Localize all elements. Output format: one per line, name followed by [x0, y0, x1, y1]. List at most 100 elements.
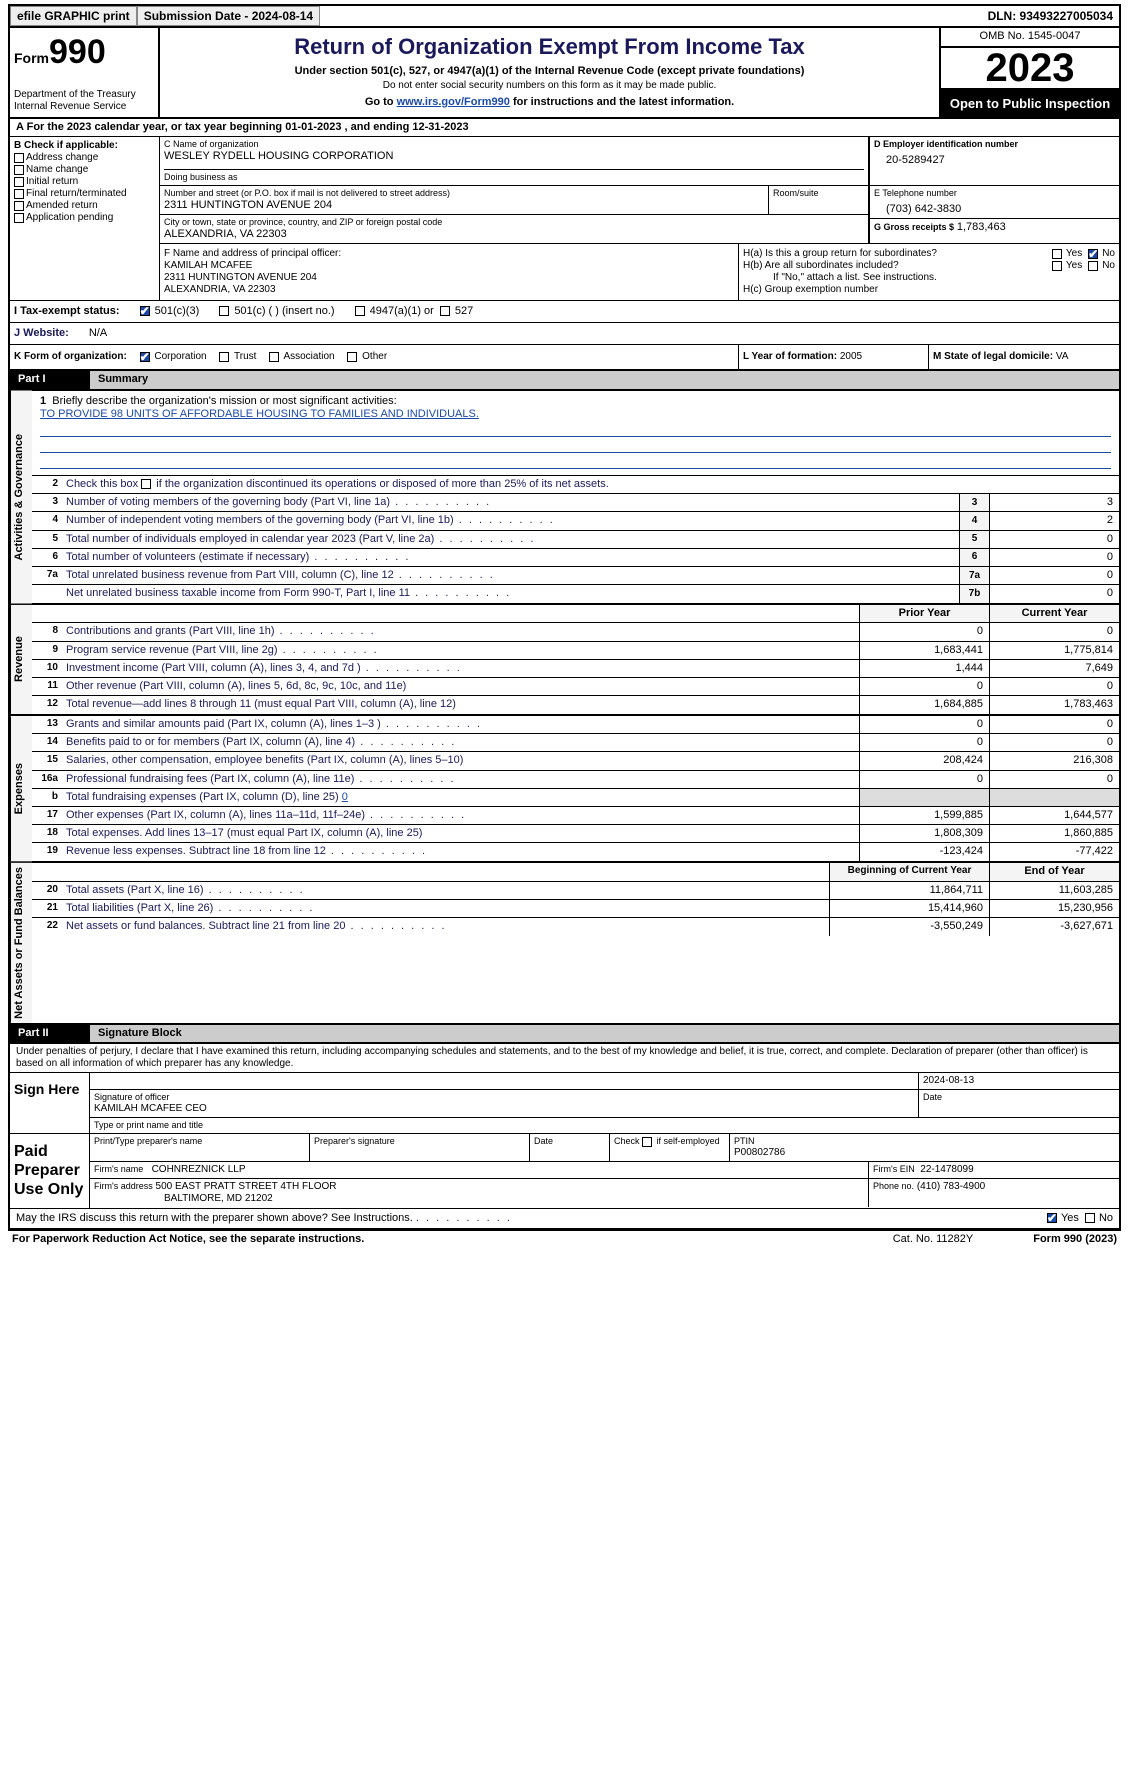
treasury-dept: Department of the Treasury Internal Reve… — [14, 89, 154, 113]
form-instructions-link-row: Go to www.irs.gov/Form990 for instructio… — [168, 96, 931, 109]
submission-date: Submission Date - 2024-08-14 — [137, 6, 320, 26]
room-label: Room/suite — [773, 188, 864, 199]
tax-period-line-a: A For the 2023 calendar year, or tax yea… — [10, 119, 1119, 137]
street-label: Number and street (or P.O. box if mail i… — [164, 188, 764, 199]
checkbox-501c-other[interactable] — [219, 306, 229, 316]
line18: Total expenses. Add lines 13–17 (must eq… — [62, 825, 859, 842]
website-label: J Website: — [14, 327, 69, 340]
checkbox-4947a1[interactable] — [355, 306, 365, 316]
omb-number: OMB No. 1545-0047 — [941, 28, 1119, 47]
hb-yes-checkbox[interactable] — [1052, 261, 1062, 271]
checkbox-other-org[interactable] — [347, 352, 357, 362]
irs-link[interactable]: www.irs.gov/Form990 — [397, 96, 510, 108]
hc-label: H(c) Group exemption number — [743, 284, 1115, 296]
city-label: City or town, state or province, country… — [164, 217, 864, 228]
ptin-value: P00802786 — [734, 1147, 1115, 1159]
form-header: Form990 Department of the Treasury Inter… — [8, 26, 1121, 119]
checkbox-initial-return[interactable] — [14, 177, 24, 187]
line5: Total number of individuals employed in … — [62, 531, 959, 548]
line14-prior: 0 — [859, 734, 989, 751]
hb-no-checkbox[interactable] — [1088, 261, 1098, 271]
checkbox-trust[interactable] — [219, 352, 229, 362]
mission-blank-line — [40, 423, 1111, 437]
line15: Salaries, other compensation, employee b… — [62, 752, 859, 769]
line12: Total revenue—add lines 8 through 11 (mu… — [62, 696, 859, 714]
line9: Program service revenue (Part VIII, line… — [62, 642, 859, 659]
checkbox-corporation[interactable] — [140, 352, 150, 362]
ein-label: D Employer identification number — [874, 139, 1115, 150]
open-to-public: Open to Public Inspection — [941, 90, 1119, 118]
line22: Net assets or fund balances. Subtract li… — [62, 918, 829, 936]
line12-prior: 1,684,885 — [859, 696, 989, 714]
line11: Other revenue (Part VIII, column (A), li… — [62, 678, 859, 695]
checkbox-final-return[interactable] — [14, 189, 24, 199]
line20-end: 11,603,285 — [989, 882, 1119, 899]
type-print-label: Type or print name and title — [90, 1118, 1119, 1133]
officer-addr1: 2311 HUNTINGTON AVENUE 204 — [164, 272, 734, 284]
state-domicile-label: M State of legal domicile: — [933, 351, 1053, 362]
form-footer: Form 990 (2023) — [1033, 1233, 1117, 1246]
cat-number: Cat. No. 11282Y — [893, 1233, 974, 1246]
checkbox-address-change[interactable] — [14, 153, 24, 163]
line7b-value: 0 — [989, 585, 1119, 603]
form-title: Return of Organization Exempt From Incom… — [168, 34, 931, 60]
checkbox-application-pending[interactable] — [14, 213, 24, 223]
line8: Contributions and grants (Part VIII, lin… — [62, 623, 859, 640]
vlabel-governance: Activities & Governance — [10, 391, 32, 604]
firm-addr-label: Firm's address — [94, 1181, 153, 1191]
line13-prior: 0 — [859, 716, 989, 733]
line9-prior: 1,683,441 — [859, 642, 989, 659]
hb-note: If "No," attach a list. See instructions… — [743, 272, 1115, 284]
ha-no-checkbox[interactable] — [1088, 249, 1098, 259]
checkbox-501c3[interactable] — [140, 306, 150, 316]
line18-prior: 1,808,309 — [859, 825, 989, 842]
line15-current: 216,308 — [989, 752, 1119, 769]
tax-year: 2023 — [941, 48, 1119, 90]
checkbox-name-change[interactable] — [14, 165, 24, 175]
dln-number: DLN: 93493227005034 — [982, 7, 1119, 25]
discuss-no-checkbox[interactable] — [1085, 1213, 1095, 1223]
line13: Grants and similar amounts paid (Part IX… — [62, 716, 859, 733]
officer-label: F Name and address of principal officer: — [164, 248, 734, 260]
line14: Benefits paid to or for members (Part IX… — [62, 734, 859, 751]
entity-section: A For the 2023 calendar year, or tax yea… — [8, 119, 1121, 371]
box-b-checklist: B Check if applicable: Address change Na… — [10, 137, 160, 300]
line17: Other expenses (Part IX, column (A), lin… — [62, 807, 859, 824]
efile-print-button[interactable]: efile GRAPHIC print — [10, 6, 137, 26]
ha-yes-checkbox[interactable] — [1052, 249, 1062, 259]
paid-preparer-label: Paid Preparer Use Only — [10, 1134, 90, 1208]
sign-date: 2024-08-13 — [919, 1073, 1119, 1089]
firm-addr: 500 EAST PRATT STREET 4TH FLOOR — [156, 1181, 337, 1192]
line3-value: 3 — [989, 494, 1119, 511]
line20: Total assets (Part X, line 16) — [62, 882, 829, 899]
state-domicile-value: VA — [1056, 351, 1069, 362]
checkbox-527[interactable] — [440, 306, 450, 316]
officer-name: KAMILAH MCAFEE — [164, 260, 734, 272]
firm-name-label: Firm's name — [94, 1164, 143, 1174]
checkbox-amended-return[interactable] — [14, 201, 24, 211]
self-employed-cell: Check if self-employed — [610, 1134, 730, 1161]
sig-officer-label: Signature of officer — [94, 1092, 914, 1103]
year-formation-label: L Year of formation: — [743, 351, 837, 362]
dba-label: Doing business as — [164, 169, 864, 183]
line8-prior: 0 — [859, 623, 989, 640]
line12-current: 1,783,463 — [989, 696, 1119, 714]
org-name: WESLEY RYDELL HOUSING CORPORATION — [164, 150, 864, 163]
checkbox-association[interactable] — [269, 352, 279, 362]
mission-blank-line — [40, 439, 1111, 453]
prep-sig-label: Preparer's signature — [310, 1134, 530, 1161]
ein-value: 20-5289427 — [874, 150, 1115, 167]
line16b-prior — [859, 789, 989, 806]
end-year-header: End of Year — [989, 863, 1119, 880]
top-toolbar: efile GRAPHIC print Submission Date - 20… — [8, 4, 1121, 26]
line7a: Total unrelated business revenue from Pa… — [62, 567, 959, 584]
checkbox-discontinued[interactable] — [141, 479, 151, 489]
line20-begin: 11,864,711 — [829, 882, 989, 899]
line19-current: -77,422 — [989, 843, 1119, 861]
firm-ein-label: Firm's EIN — [873, 1164, 915, 1174]
line19: Revenue less expenses. Subtract line 18 … — [62, 843, 859, 861]
page-footer: For Paperwork Reduction Act Notice, see … — [8, 1230, 1121, 1248]
line13-current: 0 — [989, 716, 1119, 733]
checkbox-self-employed[interactable] — [642, 1137, 652, 1147]
discuss-yes-checkbox[interactable] — [1047, 1213, 1057, 1223]
